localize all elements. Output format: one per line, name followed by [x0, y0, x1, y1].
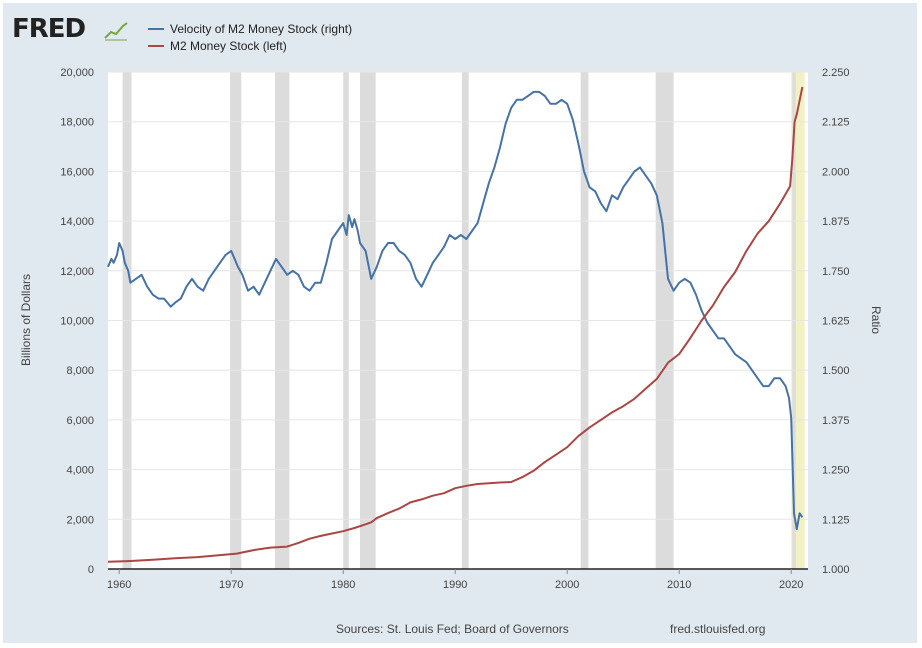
y2-axis-title: Ratio: [869, 306, 883, 334]
y2-tick-label: 2.250: [822, 67, 850, 79]
y-tick-label: 0: [88, 564, 94, 576]
velocity-line: [107, 90, 804, 531]
y-tick-label: 10,000: [60, 316, 94, 328]
legend-item-m2: M2 Money Stock (left): [148, 39, 287, 53]
y-tick-label: 2,000: [66, 514, 94, 526]
y-tick-label: 18,000: [60, 117, 94, 129]
m2-line: [107, 86, 804, 563]
y2-tick-label: 2.000: [822, 166, 850, 178]
y2-tick-label: 1.000: [822, 564, 850, 576]
x-tick-label: 2020: [779, 579, 803, 591]
y-tick-label: 16,000: [60, 166, 94, 178]
x-tick-label: 1980: [331, 579, 355, 591]
x-tick-label: 1960: [107, 579, 131, 591]
x-tick-label: 1970: [219, 579, 243, 591]
site-url[interactable]: fred.stlouisfed.org: [670, 622, 766, 636]
legend-swatch-m2: [148, 45, 164, 47]
line-chart-icon: [104, 22, 128, 41]
legend-label-m2: M2 Money Stock (left): [170, 39, 287, 53]
x-tick-label: 2010: [667, 579, 691, 591]
y-tick-label: 12,000: [60, 266, 94, 278]
y2-tick-label: 1.500: [822, 365, 850, 377]
y2-tick-label: 1.750: [822, 266, 850, 278]
y-tick-label: 14,000: [60, 216, 94, 228]
y-tick-label: 6,000: [66, 415, 94, 427]
y2-tick-label: 1.375: [822, 415, 850, 427]
y2-tick-label: 1.125: [822, 514, 850, 526]
legend-label-velocity: Velocity of M2 Money Stock (right): [170, 22, 353, 36]
y-tick-label: 8,000: [66, 365, 94, 377]
fred-logo: FRED: [12, 14, 86, 44]
y-axis-title: Billions of Dollars: [19, 274, 33, 366]
sources-note: Sources: St. Louis Fed; Board of Governo…: [336, 622, 569, 636]
y2-tick-label: 1.625: [822, 316, 850, 328]
x-tick-label: 1990: [443, 579, 467, 591]
y2-tick-label: 1.250: [822, 465, 850, 477]
legend-item-velocity: Velocity of M2 Money Stock (right): [148, 22, 352, 36]
y2-tick-label: 1.875: [822, 216, 850, 228]
x-tick-label: 2000: [555, 579, 579, 591]
y2-tick-label: 2.125: [822, 117, 850, 129]
y-tick-label: 4,000: [66, 465, 94, 477]
y-tick-label: 20,000: [60, 67, 94, 79]
legend-swatch-velocity: [148, 28, 164, 30]
